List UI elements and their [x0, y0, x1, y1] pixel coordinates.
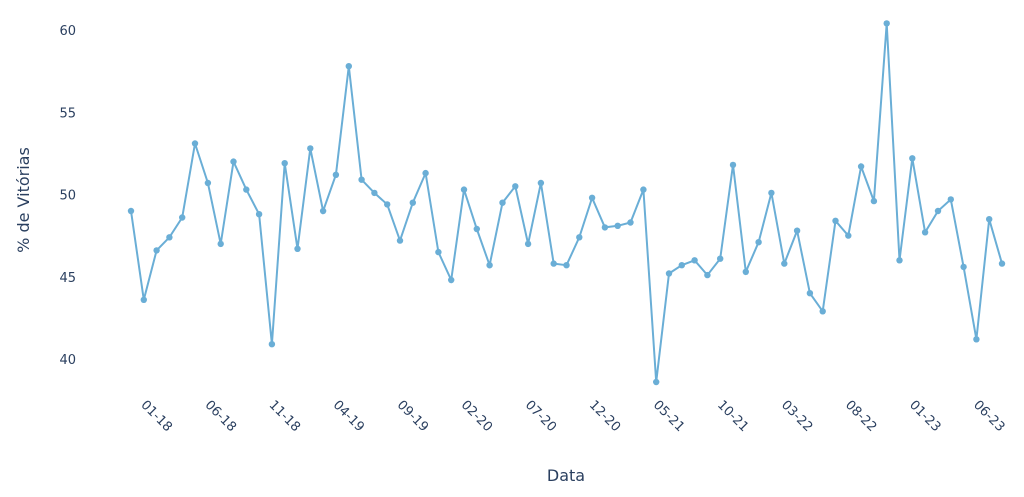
data-point: [870, 197, 878, 205]
data-point: [204, 179, 212, 187]
data-point: [384, 201, 391, 208]
data-point: [294, 245, 301, 252]
y-tick-label: 50: [59, 189, 76, 204]
data-point: [166, 234, 173, 241]
x-axis-title: Data: [547, 466, 585, 485]
data-point: [255, 211, 263, 218]
data-point: [883, 20, 890, 27]
data-point: [486, 262, 493, 269]
data-point: [614, 222, 621, 229]
data-point: [934, 207, 942, 215]
data-point: [921, 229, 929, 236]
data-point: [998, 260, 1006, 267]
data-point: [524, 240, 532, 248]
x-tick-label: 03-22: [778, 398, 815, 435]
data-points: [127, 20, 1006, 386]
data-point: [243, 186, 250, 193]
data-point: [448, 276, 455, 284]
data-point: [973, 336, 980, 343]
x-tick-label: 01-23: [906, 398, 943, 435]
x-tick-label: 05-21: [650, 398, 687, 435]
data-point: [781, 260, 788, 267]
data-point: [460, 186, 468, 193]
data-point: [896, 257, 903, 264]
x-tick-label: 08-22: [842, 398, 879, 435]
data-point: [563, 262, 570, 269]
data-point: [576, 234, 583, 241]
data-point: [358, 176, 365, 183]
x-tick-label: 07-20: [522, 398, 559, 435]
data-point: [435, 248, 442, 256]
x-tick-label: 06-18: [202, 398, 239, 435]
data-point: [729, 161, 737, 169]
data-point: [627, 219, 634, 226]
data-point: [793, 227, 801, 234]
data-point: [665, 270, 673, 277]
data-point: [396, 237, 404, 244]
data-point: [127, 207, 135, 215]
x-tick-label: 10-21: [714, 398, 751, 435]
data-point: [601, 224, 609, 231]
data-point: [153, 247, 160, 254]
y-axis-ticks: 40 45 50 55 60: [59, 24, 76, 368]
data-point: [717, 255, 724, 262]
data-point: [550, 260, 557, 267]
data-point: [345, 62, 352, 70]
x-tick-label: 09-19: [394, 398, 431, 435]
data-point: [691, 257, 698, 264]
x-tick-label: 04-19: [330, 398, 367, 435]
data-point: [371, 189, 378, 197]
y-tick-label: 60: [59, 24, 76, 39]
data-point: [742, 268, 749, 275]
y-tick-label: 55: [59, 106, 76, 121]
data-point: [268, 341, 276, 348]
x-tick-label: 02-20: [458, 398, 495, 435]
data-point: [217, 240, 224, 248]
data-point: [512, 183, 519, 190]
data-point: [960, 263, 967, 271]
data-point: [191, 140, 199, 147]
data-point: [473, 225, 480, 233]
y-tick-label: 40: [59, 353, 76, 368]
data-point: [588, 194, 596, 201]
data-point: [678, 262, 685, 269]
data-point: [307, 145, 314, 152]
y-tick-label: 45: [59, 271, 76, 286]
data-point: [768, 189, 775, 197]
data-point: [986, 216, 993, 223]
data-point: [806, 290, 814, 297]
data-point: [230, 158, 237, 165]
x-tick-label: 01-18: [138, 398, 175, 435]
data-point: [640, 186, 647, 193]
data-point: [704, 271, 711, 279]
data-point: [409, 199, 416, 206]
data-point: [179, 214, 186, 221]
x-tick-label: 12-20: [586, 398, 623, 435]
data-point: [499, 199, 506, 206]
data-point: [857, 163, 865, 170]
data-point: [845, 232, 852, 239]
y-axis-title: % de Vitórias: [14, 147, 33, 253]
x-tick-label: 06-23: [970, 398, 1007, 435]
data-point: [332, 171, 340, 178]
data-point: [140, 296, 147, 303]
data-point: [537, 179, 545, 187]
x-axis-ticks: 01-18 06-18 11-18 04-19 09-19 02-20 07-20 12-20…: [138, 398, 1008, 435]
data-point: [819, 308, 826, 315]
x-tick-label: 11-18: [266, 398, 303, 435]
data-point: [319, 207, 327, 215]
data-point: [832, 217, 839, 224]
data-point: [281, 160, 288, 167]
data-point: [909, 155, 916, 162]
data-point: [947, 196, 954, 203]
data-point: [755, 239, 762, 246]
data-point: [422, 169, 429, 177]
data-point: [653, 378, 660, 386]
